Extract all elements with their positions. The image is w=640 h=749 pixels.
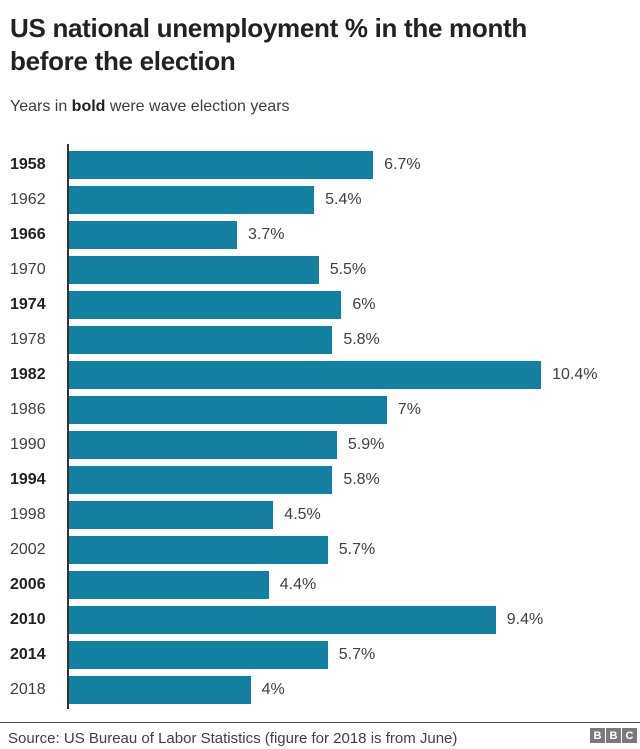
value-label: 4.5% <box>284 505 321 523</box>
year-label: 1966 <box>10 225 46 243</box>
bar-row: 1982 10.4% <box>0 357 640 392</box>
year-label: 2010 <box>10 610 46 628</box>
subtitle-bold: bold <box>71 98 106 115</box>
value-label: 3.7% <box>247 225 285 243</box>
bar <box>69 290 342 319</box>
value-label: 5.9% <box>347 435 385 453</box>
year-label: 1962 <box>10 190 46 208</box>
value-label: 5.5% <box>329 260 367 278</box>
bar <box>69 185 315 214</box>
bar <box>69 535 328 564</box>
value-label: 9.4% <box>506 610 544 628</box>
source-text: Source: US Bureau of Labor Statistics (f… <box>8 730 458 747</box>
bbc-logo-block: B <box>590 728 605 743</box>
year-label: 1998 <box>10 505 46 523</box>
bar <box>69 325 333 354</box>
bar-chart: 1958 6.7% 1962 5.4% 1966 3.7% 1970 5.5% … <box>0 144 640 709</box>
bar-row: 1962 5.4% <box>0 182 640 217</box>
chart-subtitle: Years in bold were wave election years <box>10 98 630 116</box>
year-label: 2006 <box>10 575 46 593</box>
bar <box>69 395 387 424</box>
year-label: 1994 <box>10 470 46 488</box>
bar-row: 1986 7% <box>0 392 640 427</box>
value-label: 4% <box>261 680 285 698</box>
value-label: 6% <box>352 295 376 313</box>
subtitle-pre: Years in <box>10 98 72 115</box>
bar-row: 1970 5.5% <box>0 252 640 287</box>
bar <box>69 430 337 459</box>
year-label: 1970 <box>10 260 46 278</box>
year-label: 1978 <box>10 330 46 348</box>
year-label: 1990 <box>10 435 46 453</box>
bar <box>69 605 496 634</box>
bar-row: 2010 9.4% <box>0 602 640 637</box>
bar-row: 2002 5.7% <box>0 532 640 567</box>
year-label: 1986 <box>10 400 46 418</box>
bar <box>69 570 269 599</box>
value-label: 4.4% <box>279 575 317 593</box>
bar-row: 2014 5.7% <box>0 637 640 672</box>
bar <box>69 675 251 704</box>
y-axis-line <box>67 144 69 709</box>
bar-row: 1978 5.8% <box>0 322 640 357</box>
bar <box>69 640 328 669</box>
bar <box>69 150 374 179</box>
chart-title: US national unemployment % in the month … <box>10 13 527 76</box>
value-label: 5.7% <box>338 540 376 558</box>
bbc-logo-block: B <box>606 728 621 743</box>
value-label: 5.4% <box>325 190 362 208</box>
bar <box>69 465 333 494</box>
year-label: 2018 <box>10 680 46 698</box>
bar-row: 1994 5.8% <box>0 462 640 497</box>
year-label: 2002 <box>10 540 46 558</box>
bar-row: 1998 4.5% <box>0 497 640 532</box>
bar <box>69 500 274 529</box>
bar <box>69 255 319 284</box>
bar-row: 2018 4% <box>0 672 640 707</box>
value-label: 5.8% <box>343 470 380 488</box>
year-label: 1982 <box>10 365 46 383</box>
value-label: 10.4% <box>552 365 598 383</box>
chart-header: US national unemployment % in the month … <box>0 0 640 116</box>
bar-row: 2006 4.4% <box>0 567 640 602</box>
bbc-logo-block: C <box>622 728 637 743</box>
bar-row: 1966 3.7% <box>0 217 640 252</box>
bar-row: 1990 5.9% <box>0 427 640 462</box>
bar-row: 1974 6% <box>0 287 640 322</box>
value-label: 6.7% <box>384 155 421 173</box>
value-label: 5.7% <box>338 645 376 663</box>
bar <box>69 220 237 249</box>
bar <box>69 360 542 389</box>
year-label: 1958 <box>10 155 46 173</box>
year-label: 2014 <box>10 645 46 663</box>
bar-row: 1958 6.7% <box>0 147 640 182</box>
subtitle-post: were wave election years <box>105 98 290 115</box>
chart-footer: Source: US Bureau of Labor Statistics (f… <box>0 722 640 747</box>
year-label: 1974 <box>10 295 46 313</box>
value-label: 7% <box>397 400 421 418</box>
value-label: 5.8% <box>343 330 380 348</box>
